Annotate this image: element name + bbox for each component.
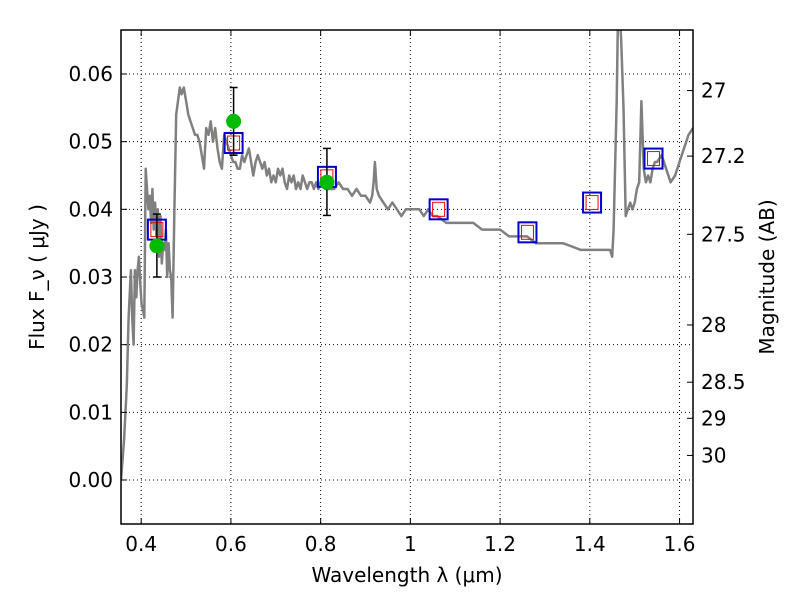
y-tick-label: 0.06 <box>68 62 113 86</box>
y2-tick-label: 29 <box>701 406 726 430</box>
model-photometry-inner-square <box>432 201 446 217</box>
x-tick-label: 1.2 <box>484 532 516 556</box>
x-tick-label: 0.4 <box>125 532 157 556</box>
plot-area <box>121 30 693 481</box>
y-tick-label: 0.01 <box>68 400 113 424</box>
model-photometry-square <box>643 147 664 170</box>
tick-layer: 0.4 0.6 0.8 1 1.2 1.4 1.6 0.00 0.01 0.02 0.03 0.04 0… <box>68 30 746 556</box>
y2-tick-label: 28.5 <box>701 370 746 394</box>
observed-flux-point <box>226 113 242 129</box>
x-tick-label: 0.6 <box>215 532 247 556</box>
x-tick-label: 1.6 <box>664 532 696 556</box>
x-tick-label: 1 <box>404 532 417 556</box>
observed-flux-point <box>319 174 335 190</box>
plot-frame <box>120 29 694 525</box>
y2-tick-label: 27.2 <box>701 144 746 168</box>
y-tick-label: 0.04 <box>68 197 113 221</box>
y2-tick-label: 27.5 <box>701 222 746 246</box>
x-tick-label: 1.4 <box>574 532 606 556</box>
y2-tick-label: 27 <box>701 79 726 103</box>
model-photometry-square <box>517 221 538 244</box>
grid-layer <box>121 30 693 524</box>
y-tick-label: 0.05 <box>68 130 113 154</box>
y-tick-label: 0.02 <box>68 333 113 357</box>
y-axis-title: Flux F_ν ( μJy ) <box>25 204 49 350</box>
model-photometry-square <box>582 191 603 214</box>
model-photometry-inner-square <box>585 195 599 211</box>
y2-tick-label: 28 <box>701 313 726 337</box>
x-axis-title: Wavelength λ (μm) <box>311 563 502 587</box>
model-photometry-inner-square <box>647 151 661 167</box>
model-photometry-square <box>428 198 449 221</box>
y2-axis-title: Magnitude (AB) <box>755 199 779 354</box>
observed-flux-point <box>149 238 165 254</box>
model-photometry-inner-square <box>520 224 534 240</box>
y2-tick-label: 30 <box>701 443 726 467</box>
data-layer <box>121 30 693 481</box>
model-spectrum-line <box>121 30 693 481</box>
y-tick-label: 0.03 <box>68 265 113 289</box>
x-tick-label: 0.8 <box>305 532 337 556</box>
y-tick-label: 0.00 <box>68 468 113 492</box>
